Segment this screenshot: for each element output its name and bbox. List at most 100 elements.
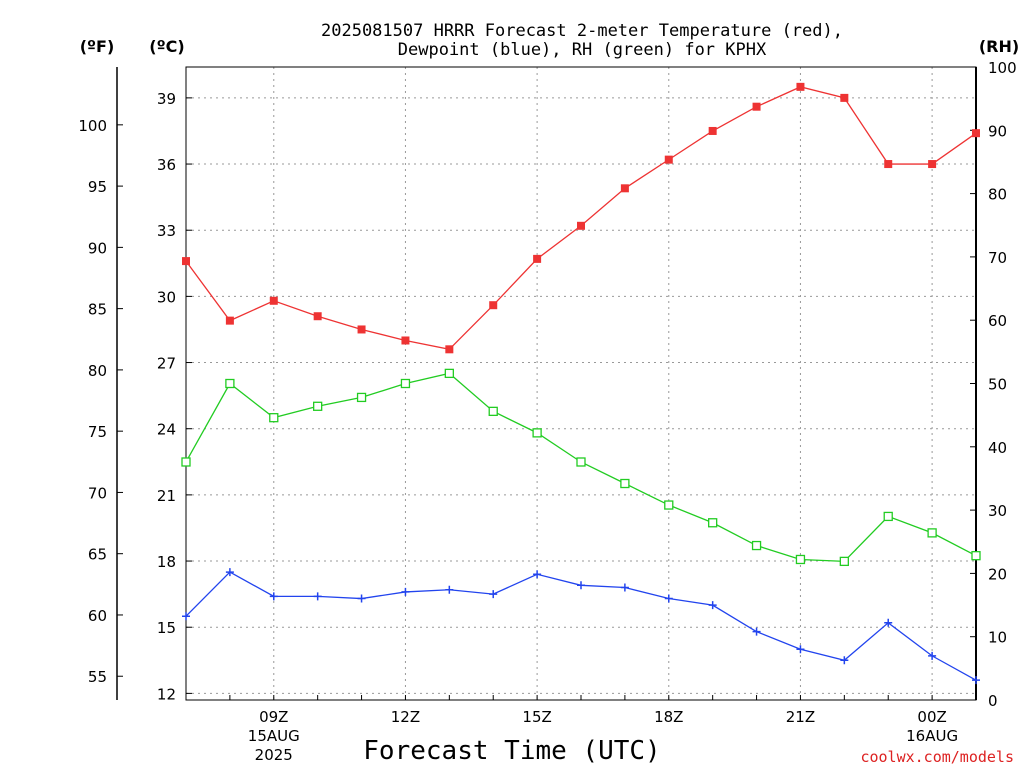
chart-title-line1: 2025081507 HRRR Forecast 2-meter Tempera… bbox=[321, 21, 843, 41]
rh-tick-label: 50 bbox=[988, 376, 1007, 394]
fahrenheit-tick-label: 60 bbox=[88, 607, 107, 625]
dewpoint-point bbox=[533, 570, 542, 579]
dewpoint-point bbox=[840, 656, 849, 665]
series-layer bbox=[181, 82, 981, 685]
rh-tick-label: 60 bbox=[988, 312, 1007, 330]
rh-tick-label: 0 bbox=[988, 692, 998, 710]
rh-point bbox=[927, 528, 937, 538]
rh-tick-label: 20 bbox=[988, 565, 1007, 583]
fahrenheit-tick-label: 100 bbox=[78, 117, 107, 135]
rh-point bbox=[971, 551, 981, 561]
plot-frame bbox=[185, 66, 977, 701]
dewpoint-point bbox=[577, 581, 585, 590]
x-axis-label: Forecast Time (UTC) bbox=[363, 736, 660, 766]
celsius-tick-label: 18 bbox=[157, 553, 176, 571]
temperature-point bbox=[182, 257, 190, 266]
rh-point bbox=[620, 478, 630, 489]
celsius-tick-label: 36 bbox=[157, 156, 176, 174]
dewpoint-point bbox=[752, 627, 761, 636]
fahrenheit-tick-label: 85 bbox=[88, 301, 107, 319]
celsius-tick-label: 33 bbox=[157, 222, 176, 240]
x-tick-label: 18Z bbox=[654, 708, 683, 726]
temperature-point bbox=[577, 221, 585, 230]
celsius-tick-label: 39 bbox=[157, 90, 176, 108]
rh-point bbox=[444, 368, 454, 379]
temperature-point bbox=[928, 160, 937, 169]
x-tick-label: 15Z bbox=[522, 708, 551, 726]
dewpoint-point bbox=[401, 587, 410, 596]
temperature-point bbox=[708, 126, 717, 135]
temperature-point bbox=[533, 254, 542, 263]
temperature-point bbox=[313, 312, 322, 321]
fahrenheit-tick-label: 55 bbox=[88, 668, 107, 686]
fahrenheit-tick-label: 80 bbox=[88, 362, 107, 380]
celsius-tick-label: 24 bbox=[157, 421, 176, 439]
celsius-tick-label: 21 bbox=[157, 487, 176, 505]
temperature-point bbox=[840, 93, 849, 102]
dewpoint-point bbox=[928, 651, 937, 660]
rh-point bbox=[751, 540, 762, 551]
temperature-point bbox=[269, 296, 278, 305]
rh-point bbox=[356, 392, 367, 403]
rh-point bbox=[313, 401, 323, 411]
dewpoint-point bbox=[664, 594, 673, 603]
rh-point bbox=[708, 518, 718, 528]
fahrenheit-tick-label: 95 bbox=[88, 178, 107, 196]
x-tick-label: 2025 bbox=[255, 746, 293, 764]
fahrenheit-tick-label: 90 bbox=[88, 239, 107, 257]
dewpoint-point bbox=[313, 592, 322, 601]
rh-point bbox=[795, 554, 806, 565]
rh-tick-label: 100 bbox=[988, 59, 1017, 77]
dewpoint-point bbox=[225, 568, 234, 577]
dewpoint-point bbox=[357, 594, 366, 603]
rh-tick-label: 80 bbox=[988, 186, 1007, 204]
temperature-point bbox=[796, 82, 805, 91]
rh-axis-unit: (RH) bbox=[979, 37, 1019, 56]
rh-point bbox=[883, 511, 893, 522]
fahrenheit-tick-label: 75 bbox=[88, 423, 107, 441]
x-tick-label: 15AUG bbox=[248, 727, 300, 745]
rh-point bbox=[225, 378, 235, 389]
rh-point bbox=[488, 406, 498, 417]
credit-text: coolwx.com/models bbox=[860, 748, 1014, 766]
celsius-tick-label: 27 bbox=[157, 355, 176, 373]
dewpoint-point bbox=[182, 612, 190, 621]
rh-point bbox=[532, 428, 542, 438]
temperature-point bbox=[752, 102, 761, 111]
dewpoint-point bbox=[445, 585, 454, 594]
x-tick-label: 12Z bbox=[391, 708, 420, 726]
rh-tick-label: 30 bbox=[988, 502, 1007, 520]
rh-point bbox=[839, 556, 849, 567]
axes-layer: 5560657075808590951001215182124273033363… bbox=[78, 59, 1016, 710]
rh-tick-label: 40 bbox=[988, 439, 1007, 457]
rh-point bbox=[664, 500, 674, 510]
x-tick-label: 21Z bbox=[786, 708, 815, 726]
temperature-point bbox=[357, 325, 366, 334]
temperature-point bbox=[972, 129, 980, 138]
temperature-line bbox=[185, 86, 977, 351]
dewpoint-point bbox=[489, 590, 498, 599]
x-tick-label: 09Z bbox=[259, 708, 288, 726]
dewpoint-point bbox=[620, 583, 629, 592]
dewpoint-point bbox=[884, 618, 893, 627]
temperature-point bbox=[445, 345, 454, 354]
temperature-point bbox=[401, 336, 410, 345]
chart-title-line2: Dewpoint (blue), RH (green) for KPHX bbox=[398, 40, 767, 60]
grid-layer bbox=[186, 67, 976, 700]
temperature-point bbox=[664, 155, 673, 164]
celsius-tick-label: 30 bbox=[157, 288, 176, 306]
rh-point bbox=[269, 413, 279, 423]
dewpoint-point bbox=[708, 601, 717, 610]
rh-point bbox=[576, 457, 586, 467]
x-tick-label: 16AUG bbox=[906, 727, 958, 745]
fahrenheit-axis-unit: (ºF) bbox=[80, 37, 115, 56]
rh-point bbox=[400, 378, 411, 389]
temperature-point bbox=[225, 316, 234, 325]
dewpoint-point bbox=[269, 592, 278, 601]
temperature-point bbox=[620, 184, 629, 193]
x-tick-label: 00Z bbox=[917, 708, 946, 726]
fahrenheit-tick-label: 65 bbox=[88, 546, 107, 564]
celsius-tick-label: 12 bbox=[157, 685, 176, 703]
rh-line bbox=[185, 372, 977, 563]
